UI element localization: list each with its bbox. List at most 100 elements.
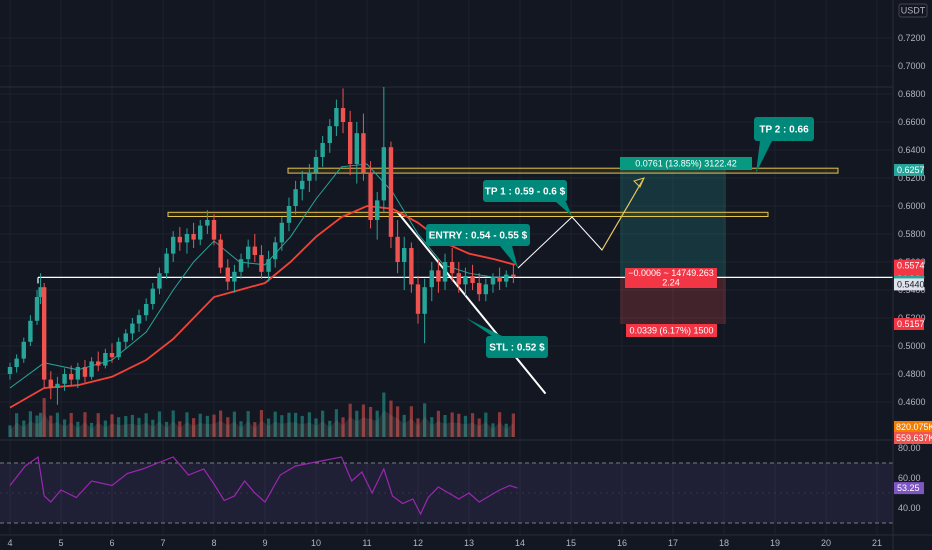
candle-body [69,374,74,380]
volume-bar [382,392,386,437]
candle-body [259,255,264,272]
entry-callout-tail [500,246,518,268]
volume-bars [8,392,515,437]
tp1-callout-box [483,180,567,202]
candle-body [41,287,47,380]
price-label: 0.5440 [897,279,925,289]
trade-mid-label-2: 2.24 [662,278,680,288]
rsi-tick-label: 80.00 [898,443,921,453]
time-tick-label: 15 [566,538,576,548]
price-label-box [894,278,924,291]
volume-bar [328,420,332,437]
volume-bar [130,414,134,437]
volume-bar [477,418,481,437]
stl-callout-box [486,336,548,358]
candle-body [96,361,101,366]
volume-bar [457,413,461,437]
tp2-callout-tail [756,141,772,173]
price-tick-label: 0.5800 [898,229,926,239]
trade-stop-label: 0.0339 (6.17%) 1500 [629,326,713,336]
candle-body [157,273,162,289]
stl-callout-text: STL : 0.52 $ [489,343,545,354]
candle-body [82,367,88,377]
candle-body [198,225,203,240]
rsi-value-label: 53.25 [897,483,920,493]
candle-body [327,126,332,143]
candle-body [313,157,319,173]
annotations: TP 2 : 0.66 TP 1 : 0.59 - 0.6 $ ENTRY : 0.… [426,117,814,358]
volume-bar [35,415,39,437]
volume-bar [443,414,447,437]
downtrend-line [396,211,547,395]
time-tick-label: 6 [109,538,114,548]
volume-bar [226,417,230,437]
candle-body [171,236,176,254]
volume-bar [62,419,67,437]
volume-bar [83,412,87,437]
candle-body [109,353,115,358]
volume-bar [266,418,271,437]
candle-body [266,259,271,272]
volume-bar [253,422,257,437]
candle-body [225,267,230,282]
volume-bar [49,415,53,437]
volume-bar [273,411,277,437]
candles [7,87,516,405]
volume-bar [348,403,352,437]
volume-bar [396,406,400,437]
volume-bar [491,423,495,437]
volume-bar [341,417,345,437]
candle-body [21,341,26,359]
candle-body [28,320,33,342]
currency-badge-box [898,3,928,18]
candle-body [415,284,421,314]
volume-bar [368,406,373,437]
volume-bar [484,412,488,437]
price-tick-label: 0.5000 [898,341,926,351]
rsi-tick-label: 60.00 [898,473,921,483]
price-label-box [894,259,924,272]
price-tick-label: 0.6800 [898,89,926,99]
volume-bar [294,412,298,437]
candle-body [340,108,346,122]
candle-body [191,234,196,240]
candle-body [245,246,251,260]
candle-body [497,277,502,282]
candle-body [103,353,108,366]
price-label: 0.5574 [897,261,925,271]
candle-body [130,323,135,334]
volume-bar [8,425,12,437]
volume-bar [314,418,318,437]
volume-bar [69,412,73,437]
candle-body [286,206,292,223]
volume-bar [15,413,19,437]
price-tick-label: 0.6600 [898,117,926,127]
volume-bar [307,412,311,437]
candle-body [347,122,353,164]
candle-body [34,297,40,321]
volume-bar [192,418,196,437]
volume-bar [334,409,338,437]
candle-body [218,239,223,268]
candle-body [116,341,121,358]
volume-bar [103,420,107,437]
volume-bar [355,410,359,437]
candle-body [7,367,13,374]
candle-body [429,270,434,288]
tp1-callout-text: TP 1 : 0.59 - 0.6 $ [485,187,566,198]
volume-bar [205,415,209,437]
time-tick-label: 9 [262,538,267,548]
candle-body [307,172,312,181]
volume-bar [280,415,284,437]
candle-body [354,133,359,164]
projected-path-arrowhead [633,177,645,188]
candle-body [442,262,448,282]
volume-bar [498,412,502,437]
volume-bar [300,415,304,437]
volume-bar [171,410,175,437]
candle-body [293,189,298,206]
volume-bar [55,412,60,437]
volume-bar [42,398,46,437]
